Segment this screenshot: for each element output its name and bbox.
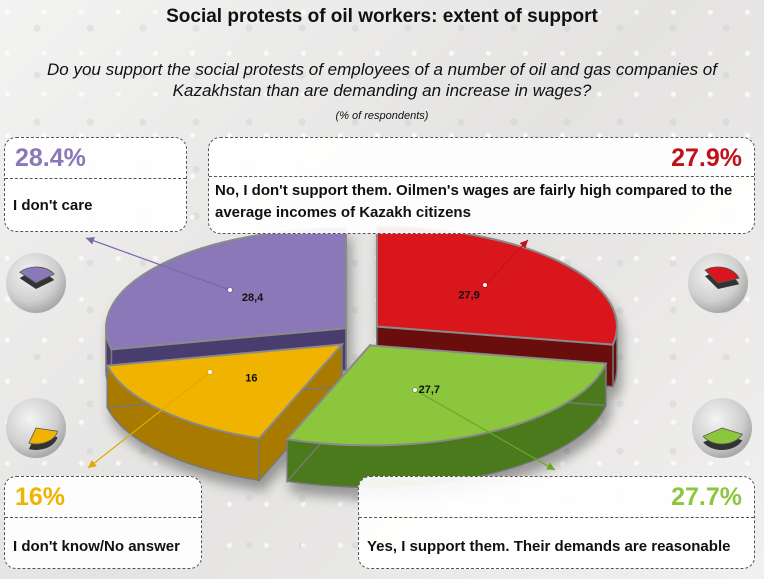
slice-icon-support: [692, 398, 752, 458]
slice-icon-dont-support: [688, 253, 748, 313]
data-label-dont-care: 28,4: [242, 292, 264, 304]
legend-divider: [5, 178, 186, 179]
legend-box-dont-support: 27.9% No, I don't support them. Oilmen's…: [208, 137, 755, 234]
legend-box-support: 27.7% Yes, I support them. Their demands…: [358, 476, 755, 569]
chart-title: Social protests of oil workers: extent o…: [166, 6, 598, 27]
survey-question: Do you support the social protests of em…: [47, 60, 717, 100]
legend-box-dont-know: 16% I don't know/No answer: [4, 476, 202, 569]
legend-divider: [5, 517, 201, 518]
legend-label-dont-know: I don't know/No answer: [13, 538, 180, 555]
slice-icon-dont-know: [6, 398, 66, 458]
slice-icon-dont-care: [6, 253, 66, 313]
leader-dont-support: [482, 239, 529, 288]
data-label-dont-know: 16: [245, 372, 257, 384]
legend-label-dont-support: No, I don't support them. Oilmen's wages…: [215, 182, 733, 221]
legend-box-dont-care: 28.4% I don't care: [4, 137, 187, 232]
legend-divider: [359, 517, 754, 518]
data-label-support: 27,7: [419, 384, 440, 396]
leader-dont-care: [85, 236, 233, 293]
legend-divider: [209, 176, 754, 177]
legend-pct-support: 27.7%: [671, 483, 742, 511]
legend-label-support: Yes, I support them. Their demands are r…: [367, 538, 731, 555]
pie-slice-dont-know: [105, 342, 345, 483]
legend-pct-dont-know: 16%: [15, 483, 66, 511]
legend-pct-dont-care: 28.4%: [15, 144, 86, 172]
legend-pct-dont-support: 27.9%: [671, 144, 742, 172]
leader-support: [412, 387, 556, 471]
units-note: (% of respondents): [335, 110, 429, 122]
legend-label-dont-care: I don't care: [13, 197, 93, 214]
leader-dont-know: [87, 369, 213, 469]
data-label-dont-support: 27,9: [458, 290, 479, 302]
